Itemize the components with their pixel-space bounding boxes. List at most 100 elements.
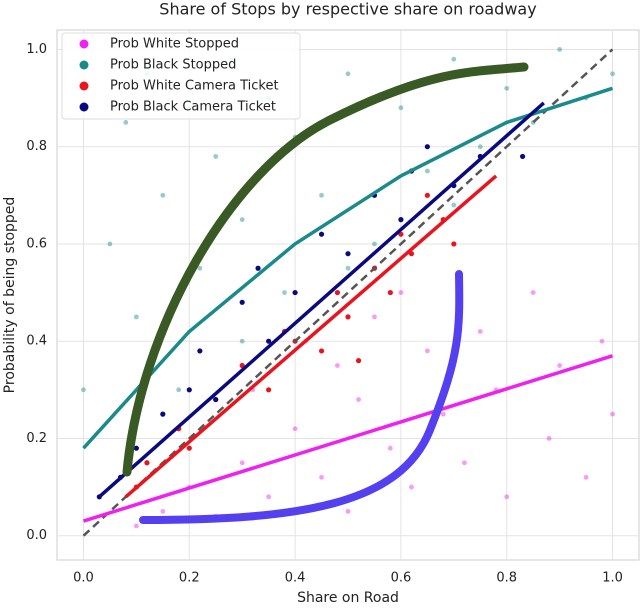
point <box>144 460 150 466</box>
fit-line <box>98 101 545 499</box>
point <box>186 445 192 451</box>
y-tick-label: 0.6 <box>26 236 47 251</box>
legend-marker <box>79 39 89 49</box>
point <box>282 290 287 295</box>
point <box>424 168 430 174</box>
legend: Prob White Stopped Prob Black Stopped Prob… <box>61 32 301 120</box>
point <box>176 387 182 393</box>
point <box>477 329 483 334</box>
point <box>81 387 86 393</box>
point <box>356 397 361 402</box>
point <box>345 265 351 271</box>
legend-marker <box>79 60 89 70</box>
point <box>292 289 298 296</box>
fit-lines <box>82 48 614 537</box>
point <box>292 426 298 432</box>
x-tick-label: 0.4 <box>285 571 306 586</box>
y-axis-label: Probability of being stopped <box>2 197 18 394</box>
x-tick-label: 0.8 <box>496 571 517 586</box>
point <box>451 202 457 208</box>
point <box>319 192 324 198</box>
point <box>239 338 245 344</box>
point <box>239 217 245 223</box>
fit-line <box>82 354 614 523</box>
reference-line <box>82 48 614 537</box>
y-tick-label: 0.0 <box>26 528 47 543</box>
point <box>335 363 340 368</box>
legend-box <box>61 32 301 120</box>
annotation-curve <box>139 270 464 524</box>
legend-label: Prob Black Stopped <box>110 58 236 73</box>
point <box>318 348 325 354</box>
point <box>387 289 393 296</box>
point <box>424 348 430 354</box>
point <box>133 445 139 451</box>
point <box>583 474 589 480</box>
point <box>334 289 341 296</box>
point <box>213 154 219 159</box>
x-tick-label: 1.0 <box>602 571 623 586</box>
x-tick-label: 0.6 <box>391 571 412 586</box>
point <box>160 192 166 198</box>
y-tick-label: 0.2 <box>26 431 47 446</box>
fit-line <box>82 86 614 450</box>
point <box>557 363 563 368</box>
chart-title: Share of Stops by respective share on ro… <box>159 0 536 19</box>
point <box>424 192 430 198</box>
ticks: 0.0 0.2 0.4 0.6 0.8 1.0 0.0 0.2 0.4 0.6 0.8 1.0 <box>26 42 623 586</box>
point <box>530 290 536 295</box>
point <box>197 265 203 271</box>
point <box>424 144 430 150</box>
point <box>610 71 615 77</box>
point <box>197 348 203 354</box>
point <box>398 290 404 295</box>
legend-marker <box>79 81 89 91</box>
point <box>520 153 526 160</box>
point <box>409 484 414 490</box>
point <box>504 85 510 91</box>
legend-label: Prob Black Camera Ticket <box>110 100 276 115</box>
point <box>345 71 351 77</box>
point <box>398 105 404 111</box>
point <box>107 241 113 247</box>
point <box>372 314 377 320</box>
point <box>477 144 483 150</box>
point <box>345 508 351 514</box>
point <box>255 265 261 271</box>
point <box>319 474 324 480</box>
point <box>451 241 457 247</box>
point <box>266 387 272 393</box>
point <box>213 396 219 403</box>
point <box>133 314 139 320</box>
point <box>546 436 552 441</box>
point <box>462 460 467 466</box>
point <box>599 338 605 344</box>
legend-label: Prob White Stopped <box>110 37 239 52</box>
point <box>160 508 166 514</box>
point <box>398 217 404 223</box>
point <box>372 241 377 247</box>
y-tick-label: 0.8 <box>26 139 47 154</box>
point <box>610 411 615 417</box>
point <box>133 523 139 529</box>
point <box>266 338 272 344</box>
point <box>345 314 351 320</box>
x-axis-label: Share on Road <box>297 590 399 605</box>
point <box>451 56 457 62</box>
point <box>123 119 129 125</box>
legend-label: Prob White Camera Ticket <box>110 79 279 94</box>
x-tick-label: 0.2 <box>179 571 200 586</box>
point <box>387 445 393 451</box>
point <box>318 231 325 237</box>
point <box>504 494 510 500</box>
legend-marker <box>79 102 89 112</box>
point <box>266 494 272 500</box>
point <box>440 411 446 417</box>
point <box>186 387 192 393</box>
point <box>557 47 563 52</box>
point <box>355 358 362 364</box>
x-tick-label: 0.0 <box>73 571 94 586</box>
point <box>345 251 351 257</box>
